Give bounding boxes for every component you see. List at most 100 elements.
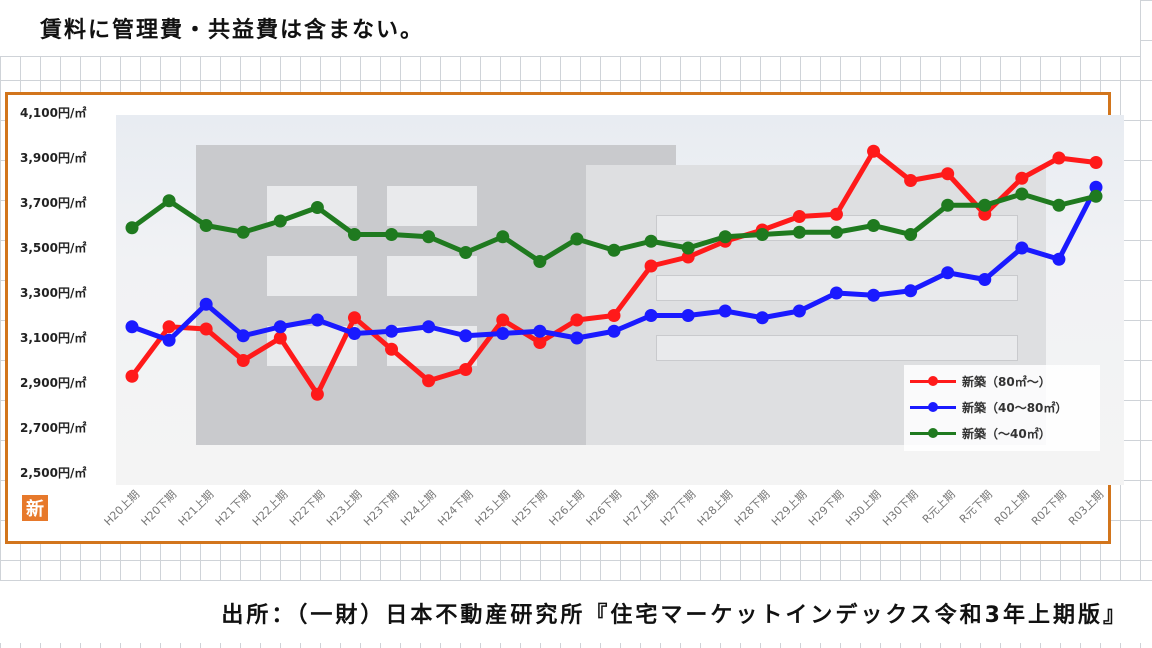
data-point[interactable] <box>162 333 176 347</box>
data-point[interactable] <box>347 228 361 241</box>
x-tick-label: H29下期 <box>806 488 847 529</box>
data-point[interactable] <box>1015 187 1029 201</box>
data-point[interactable] <box>681 250 695 264</box>
x-tick-label: H21上期 <box>176 488 217 529</box>
data-point[interactable] <box>718 304 732 318</box>
data-point[interactable] <box>681 309 695 322</box>
data-point[interactable] <box>1089 180 1103 194</box>
legend-item: 新築（～40㎡） <box>910 423 1051 443</box>
data-point[interactable] <box>644 234 658 248</box>
x-tick-label: H27上期 <box>621 488 662 529</box>
data-point[interactable] <box>718 230 732 244</box>
data-point[interactable] <box>347 327 361 340</box>
x-tick-label: H21下期 <box>213 488 254 529</box>
legend-marker <box>910 401 956 412</box>
data-point[interactable] <box>829 225 843 239</box>
data-point[interactable] <box>533 255 547 268</box>
data-point[interactable] <box>273 214 287 228</box>
data-point[interactable] <box>162 194 176 208</box>
data-point[interactable] <box>829 286 843 300</box>
data-point[interactable] <box>385 324 399 338</box>
y-tick-label: 3,700円/㎡ <box>20 195 86 210</box>
data-point[interactable] <box>755 311 769 325</box>
data-point[interactable] <box>310 313 324 327</box>
legend-item: 新築（80㎡～） <box>910 371 1051 391</box>
data-point[interactable] <box>867 144 881 158</box>
x-tick-label: H27下期 <box>658 488 699 529</box>
data-point[interactable] <box>792 225 806 239</box>
data-point[interactable] <box>829 207 843 221</box>
data-point[interactable] <box>199 297 213 311</box>
data-point[interactable] <box>125 221 139 235</box>
chart-frame[interactable]: 4,100円/㎡ 3,900円/㎡ 3,700円/㎡ 3,500円/㎡ 3,300円/㎡… <box>5 92 1124 544</box>
y-tick-label: 2,900円/㎡ <box>20 375 86 390</box>
data-point[interactable] <box>607 243 621 257</box>
data-point[interactable] <box>941 198 955 212</box>
data-point[interactable] <box>310 201 324 214</box>
data-point[interactable] <box>792 210 806 223</box>
data-point[interactable] <box>199 322 213 336</box>
building-window <box>266 255 358 297</box>
legend-marker <box>910 427 956 438</box>
x-tick-label: R03上期 <box>1066 488 1106 528</box>
data-point[interactable] <box>422 230 436 244</box>
building-window <box>656 335 1018 361</box>
data-point[interactable] <box>570 232 584 246</box>
data-point[interactable] <box>1052 252 1066 266</box>
x-tick-label: H20下期 <box>139 488 180 529</box>
data-point[interactable] <box>1089 156 1103 169</box>
x-tick-label: H29上期 <box>769 488 810 529</box>
data-point[interactable] <box>236 225 250 239</box>
note-row: 賃料に管理費・共益費は含まない。 <box>0 0 1140 57</box>
data-point[interactable] <box>422 374 436 388</box>
data-point[interactable] <box>273 320 287 334</box>
data-point[interactable] <box>607 309 621 322</box>
y-tick-label: 3,900円/㎡ <box>20 150 86 165</box>
data-point[interactable] <box>496 313 510 327</box>
data-point[interactable] <box>1015 241 1029 255</box>
data-point[interactable] <box>199 219 213 232</box>
data-point[interactable] <box>422 320 436 334</box>
data-point[interactable] <box>533 336 547 349</box>
data-point[interactable] <box>644 259 658 273</box>
data-point[interactable] <box>792 304 806 318</box>
data-point[interactable] <box>867 288 881 302</box>
data-point[interactable] <box>904 284 918 298</box>
data-point[interactable] <box>236 329 250 343</box>
data-point[interactable] <box>459 246 473 259</box>
data-point[interactable] <box>904 228 918 241</box>
data-point[interactable] <box>644 309 658 322</box>
data-point[interactable] <box>978 273 992 286</box>
data-point[interactable] <box>1052 151 1066 165</box>
data-point[interactable] <box>496 230 510 244</box>
data-point[interactable] <box>385 228 399 241</box>
x-tick-label: H26下期 <box>584 488 625 529</box>
data-point[interactable] <box>570 313 584 327</box>
data-point[interactable] <box>459 363 473 376</box>
data-point[interactable] <box>978 207 992 221</box>
data-point[interactable] <box>1089 189 1103 203</box>
data-point[interactable] <box>273 331 287 345</box>
data-point[interactable] <box>607 324 621 338</box>
data-point[interactable] <box>162 320 176 334</box>
data-point[interactable] <box>347 311 361 325</box>
data-point[interactable] <box>125 369 139 383</box>
data-point[interactable] <box>459 329 473 343</box>
data-point[interactable] <box>1015 171 1029 185</box>
data-point[interactable] <box>867 219 881 232</box>
data-point[interactable] <box>755 228 769 241</box>
data-point[interactable] <box>1052 198 1066 212</box>
data-point[interactable] <box>385 342 399 356</box>
data-point[interactable] <box>978 198 992 212</box>
data-point[interactable] <box>681 241 695 255</box>
data-point[interactable] <box>310 387 324 401</box>
data-point[interactable] <box>941 167 955 181</box>
data-point[interactable] <box>496 327 510 340</box>
data-point[interactable] <box>570 331 584 345</box>
data-point[interactable] <box>125 320 139 334</box>
data-point[interactable] <box>533 324 547 338</box>
data-point[interactable] <box>236 354 250 367</box>
data-point[interactable] <box>941 266 955 280</box>
x-tick-label: H25下期 <box>509 488 550 529</box>
data-point[interactable] <box>904 174 918 187</box>
